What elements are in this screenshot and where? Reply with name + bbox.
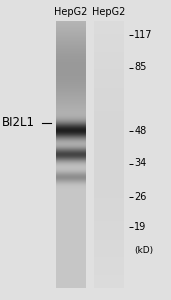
Text: 26: 26: [134, 191, 147, 202]
Text: 85: 85: [134, 62, 147, 73]
Text: (kD): (kD): [134, 246, 153, 255]
Text: HepG2: HepG2: [54, 7, 88, 17]
Text: 48: 48: [134, 125, 147, 136]
Text: BI2L1: BI2L1: [2, 116, 35, 130]
Text: HepG2: HepG2: [92, 7, 125, 17]
Text: 117: 117: [134, 29, 153, 40]
Text: 19: 19: [134, 221, 147, 232]
Text: 34: 34: [134, 158, 147, 169]
